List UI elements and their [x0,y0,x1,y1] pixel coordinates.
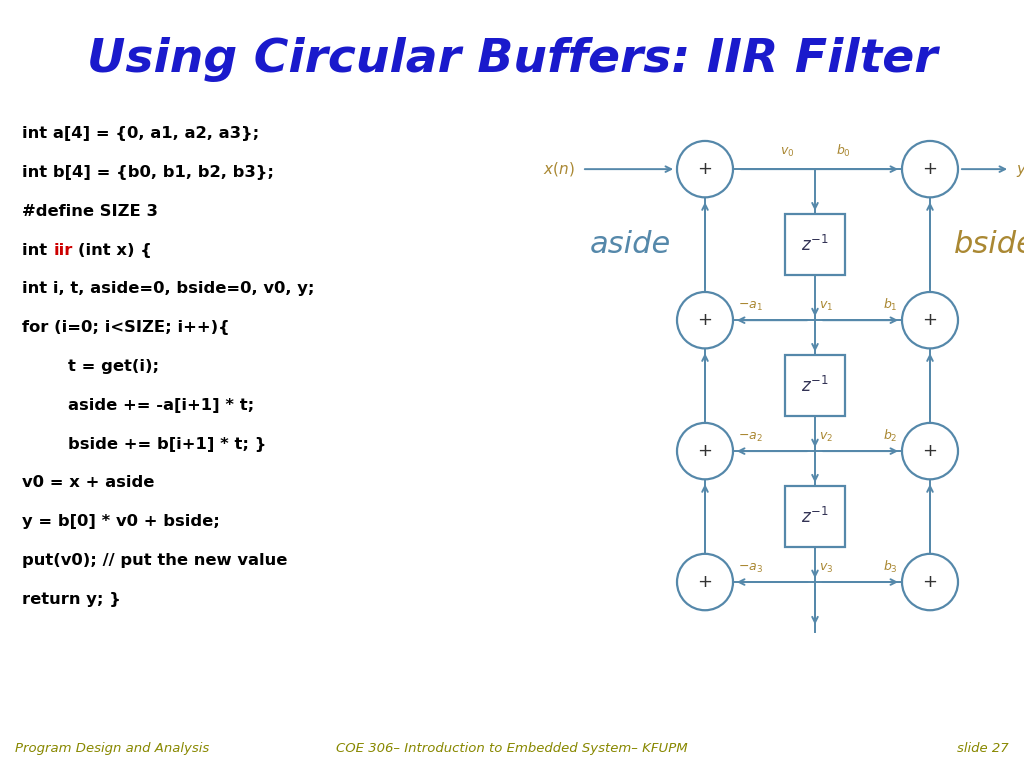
Text: +: + [697,573,713,591]
Text: bside: bside [954,230,1024,259]
Text: int i, t, aside=0, bside=0, v0, y;: int i, t, aside=0, bside=0, v0, y; [22,282,314,296]
FancyBboxPatch shape [785,214,845,275]
Circle shape [902,141,958,197]
Text: $b_2$: $b_2$ [884,428,898,444]
Text: int a[4] = {0, a1, a2, a3};: int a[4] = {0, a1, a2, a3}; [22,127,259,141]
Text: return y; }: return y; } [22,591,121,607]
Text: +: + [697,161,713,178]
Text: +: + [697,311,713,329]
Text: $b_3$: $b_3$ [883,559,898,575]
Circle shape [677,423,733,479]
Text: $-a_2$: $-a_2$ [738,431,763,444]
Text: $v_0$: $v_0$ [780,146,795,159]
Text: $-a_3$: $-a_3$ [738,562,763,575]
Text: aside: aside [590,230,671,259]
Text: Program Design and Analysis: Program Design and Analysis [15,742,210,754]
Text: $v_1$: $v_1$ [819,300,834,313]
Text: slide 27: slide 27 [957,742,1009,754]
Circle shape [902,554,958,611]
Text: Using Circular Buffers: IIR Filter: Using Circular Buffers: IIR Filter [87,37,937,82]
Text: int b[4] = {b0, b1, b2, b3};: int b[4] = {b0, b1, b2, b3}; [22,165,274,180]
FancyBboxPatch shape [785,356,845,416]
Circle shape [902,292,958,349]
Circle shape [677,141,733,197]
Text: put(v0); // put the new value: put(v0); // put the new value [22,553,288,568]
Text: #define SIZE 3: #define SIZE 3 [22,204,158,219]
Text: COE 306– Introduction to Embedded System– KFUPM: COE 306– Introduction to Embedded System… [336,742,688,754]
Text: int: int [22,243,53,258]
Text: $z^{-1}$: $z^{-1}$ [801,234,828,255]
Text: $v_3$: $v_3$ [819,562,834,575]
Text: $y(n)$: $y(n)$ [1016,160,1024,179]
Text: +: + [923,573,938,591]
FancyBboxPatch shape [785,486,845,547]
Circle shape [677,554,733,611]
Text: bside += b[i+1] * t; }: bside += b[i+1] * t; } [22,436,266,452]
Text: $x(n)$: $x(n)$ [544,161,575,178]
Text: aside += -a[i+1] * t;: aside += -a[i+1] * t; [22,398,254,412]
Text: v0 = x + aside: v0 = x + aside [22,475,155,490]
Text: +: + [923,161,938,178]
Text: y = b[0] * v0 + bside;: y = b[0] * v0 + bside; [22,514,220,529]
Text: $z^{-1}$: $z^{-1}$ [801,507,828,527]
Text: $v_2$: $v_2$ [819,431,833,444]
Text: +: + [923,442,938,460]
Text: +: + [697,442,713,460]
Text: $b_0$: $b_0$ [836,143,851,159]
Circle shape [902,423,958,479]
Text: $b_1$: $b_1$ [884,297,898,313]
Text: +: + [923,311,938,329]
Circle shape [677,292,733,349]
Text: t = get(i);: t = get(i); [22,359,159,374]
Text: $-a_1$: $-a_1$ [738,300,763,313]
Text: for (i=0; i<SIZE; i++){: for (i=0; i<SIZE; i++){ [22,320,229,336]
Text: $z^{-1}$: $z^{-1}$ [801,376,828,396]
Text: iir: iir [53,243,73,258]
Text: (int x) {: (int x) { [78,243,152,258]
